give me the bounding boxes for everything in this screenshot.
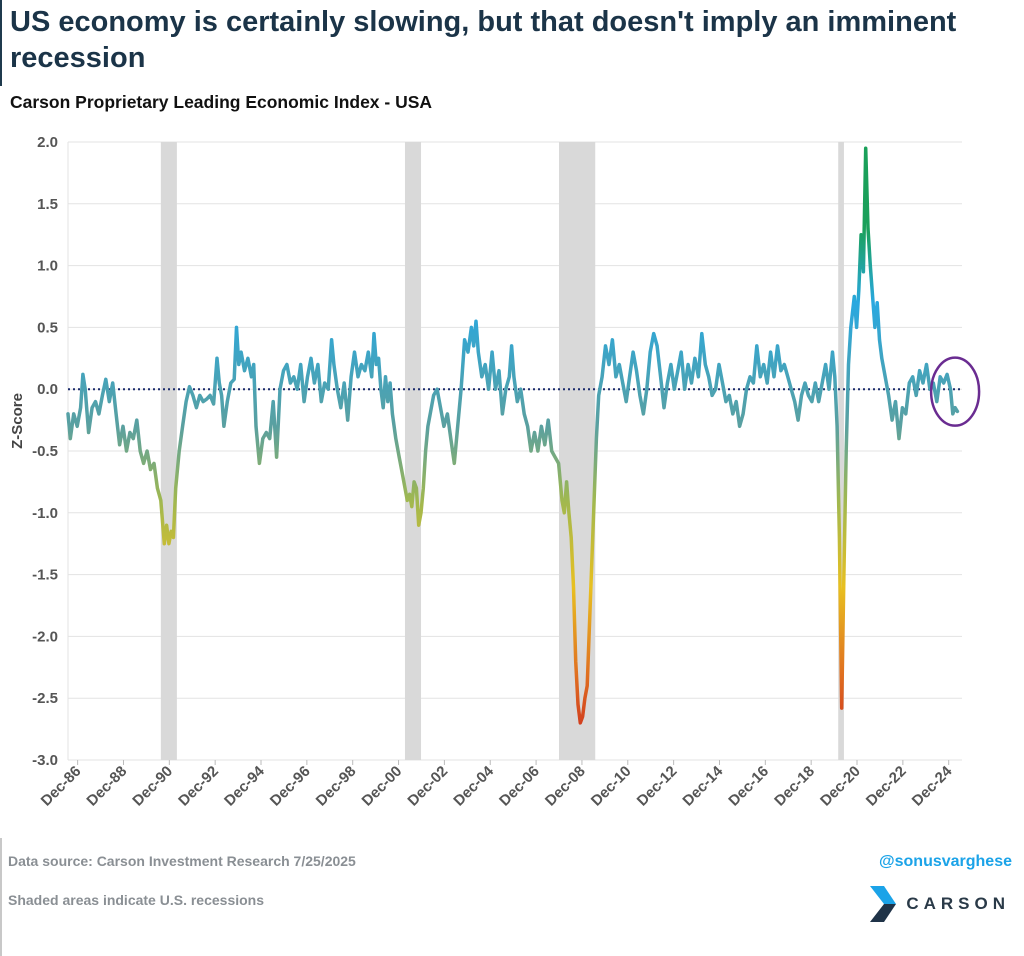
y-axis-title: Z-Score — [9, 393, 26, 449]
x-tick-label: Dec-06 — [496, 763, 543, 810]
y-tick-label: 0.0 — [37, 381, 58, 398]
y-tick-label: -2.5 — [32, 690, 58, 707]
x-tick-label: Dec-20 — [817, 763, 864, 810]
x-axis-ticks: Dec-86 Dec-88 Dec-90 Dec-92 Dec-94 Dec-96 Dec-… — [38, 760, 956, 810]
brand-logo: CARSON — [870, 886, 1010, 922]
author-handle: @sonusvarghese — [879, 853, 1012, 870]
x-tick-label: Dec-98 — [313, 763, 360, 810]
gridlines — [67, 141, 962, 761]
y-tick-label: 1.0 — [37, 258, 58, 275]
y-axis-ticks: 2.0 1.5 1.0 0.5 0.0 -0.5 -1.0 -1.5 -2.0 -2.5 -3.0 — [32, 134, 58, 769]
x-tick-label: Dec-94 — [221, 762, 268, 809]
recession-band — [404, 142, 422, 760]
data-source-note: Data source: Carson Investment Research … — [8, 853, 356, 869]
x-tick-label: Dec-90 — [129, 763, 176, 810]
header-accent-rule — [0, 0, 2, 86]
x-tick-label: Dec-16 — [725, 763, 772, 810]
x-tick-label: Dec-12 — [634, 763, 681, 810]
x-tick-label: Dec-08 — [542, 763, 589, 810]
y-tick-label: 1.5 — [37, 196, 58, 213]
chart: 2.01.51.00.50.0-0.5-1.0-1.5-2.0-2.5-3.0 … — [9, 134, 981, 810]
y-tick-label: -2.0 — [32, 628, 58, 645]
headline: US economy is certainly slowing, but tha… — [10, 6, 957, 74]
carson-chevron-logo-icon — [870, 886, 897, 922]
x-tick-label: Dec-88 — [83, 763, 130, 810]
footer-accent-rule — [0, 838, 2, 956]
y-tick-label: 2.0 — [37, 134, 58, 151]
brand-name: CARSON — [906, 894, 1010, 913]
y-tick-label: 0.5 — [37, 319, 58, 336]
x-tick-label: Dec-86 — [38, 763, 85, 810]
x-tick-label: Dec-04 — [450, 762, 497, 809]
x-tick-label: Dec-02 — [404, 763, 451, 810]
recession-shading-note: Shaded areas indicate U.S. recessions — [8, 892, 265, 908]
x-tick-label: Dec-22 — [863, 763, 910, 810]
x-tick-label: Dec-24 — [909, 762, 956, 809]
series-line — [66, 146, 960, 725]
x-tick-label: Dec-00 — [359, 763, 406, 810]
y-tick-label: -0.5 — [32, 443, 58, 460]
x-tick-label: Dec-92 — [175, 763, 222, 810]
x-tick-label: Dec-14 — [679, 762, 726, 809]
x-tick-label: Dec-10 — [588, 763, 635, 810]
x-tick-label: Dec-18 — [771, 763, 818, 810]
y-tick-label: -1.0 — [32, 505, 58, 522]
recession-band — [160, 142, 177, 760]
highlight-circle — [929, 356, 981, 427]
chart-title: Carson Proprietary Leading Economic Inde… — [10, 92, 433, 112]
x-tick-label: Dec-96 — [267, 763, 314, 810]
y-tick-label: -1.5 — [32, 567, 58, 584]
y-tick-label: -3.0 — [32, 752, 58, 769]
recession-band — [838, 142, 844, 760]
